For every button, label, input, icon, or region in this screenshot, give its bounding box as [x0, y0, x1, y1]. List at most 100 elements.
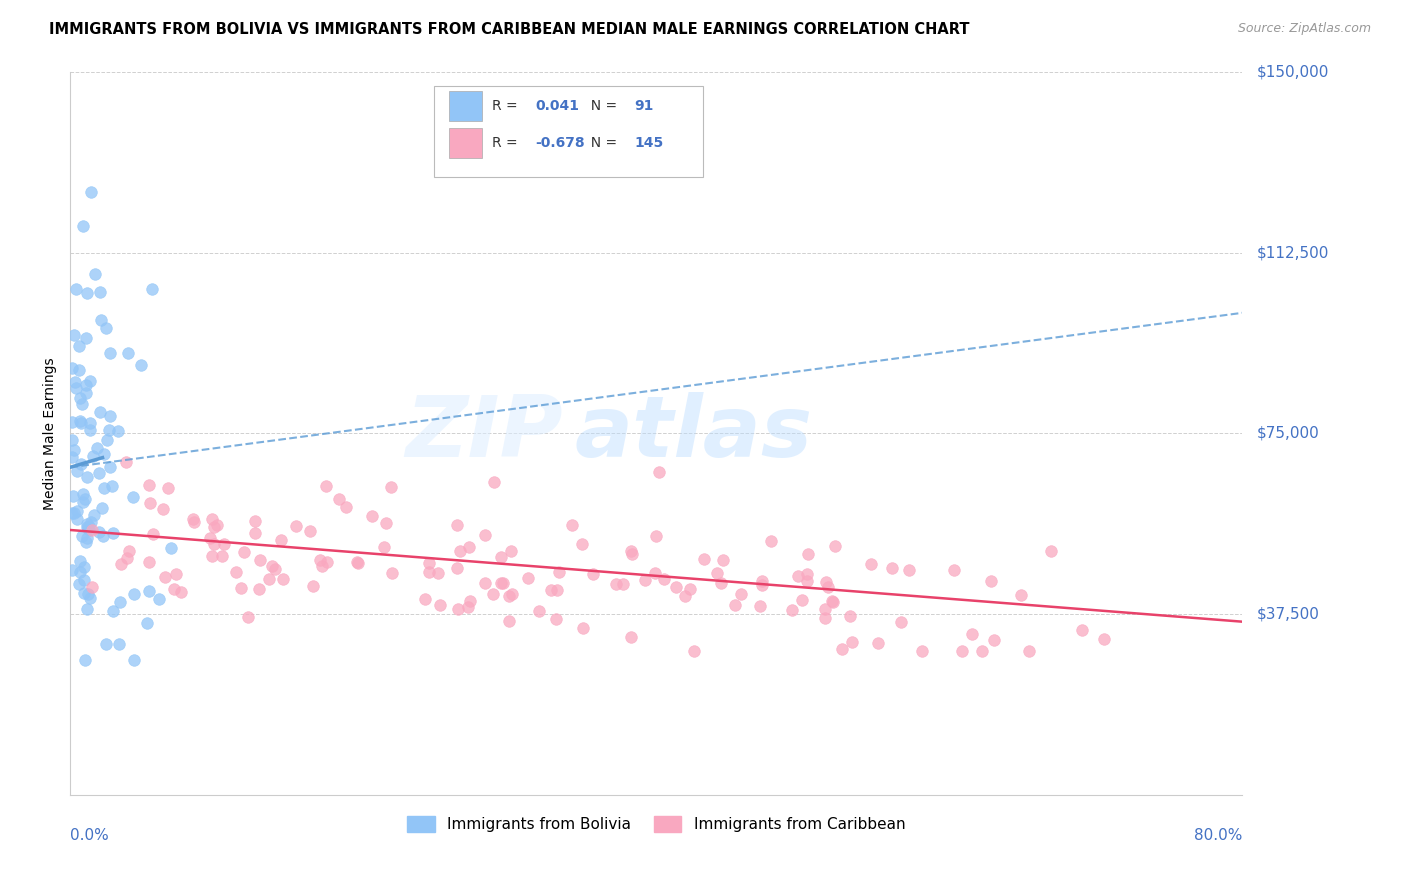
Point	[76, 469, 98, 483]
Point	[612, 577, 634, 591]
Point	[76, 517, 98, 532]
Point	[205, 518, 228, 533]
Point	[247, 582, 270, 597]
Point	[711, 553, 734, 567]
Point	[122, 587, 145, 601]
Point	[198, 531, 221, 545]
Point	[249, 553, 271, 567]
Point	[374, 516, 396, 531]
Point	[262, 558, 284, 573]
Point	[129, 359, 152, 373]
Point	[87, 524, 110, 539]
Point	[263, 562, 285, 576]
Point	[620, 544, 643, 558]
Point	[373, 540, 395, 554]
Point	[163, 582, 186, 597]
Point	[89, 405, 111, 419]
Point	[80, 185, 103, 199]
Point	[115, 455, 138, 469]
Point	[89, 285, 111, 299]
Point	[83, 508, 105, 523]
Point	[73, 492, 96, 507]
Point	[108, 636, 131, 650]
Point	[75, 534, 97, 549]
Point	[311, 559, 333, 574]
Point	[75, 378, 97, 392]
Point	[225, 566, 247, 580]
Text: 0.041: 0.041	[536, 99, 579, 113]
Point	[634, 573, 657, 587]
Point	[201, 512, 224, 526]
Point	[232, 545, 254, 559]
Point	[950, 643, 973, 657]
Point	[751, 578, 773, 592]
Point	[157, 481, 180, 495]
Point	[983, 633, 1005, 648]
Point	[69, 457, 91, 471]
Point	[69, 391, 91, 405]
Point	[859, 557, 882, 571]
Point	[890, 615, 912, 629]
Point	[838, 608, 860, 623]
Point	[73, 586, 96, 600]
Point	[547, 565, 569, 579]
Point	[236, 609, 259, 624]
Point	[673, 589, 696, 603]
Point	[153, 570, 176, 584]
Point	[69, 554, 91, 568]
Point	[652, 572, 675, 586]
Point	[491, 575, 513, 590]
Point	[814, 611, 837, 625]
Point	[60, 506, 83, 520]
Point	[449, 544, 471, 558]
Point	[165, 566, 187, 581]
Point	[709, 575, 731, 590]
Point	[183, 515, 205, 529]
Point	[117, 345, 139, 359]
Point	[620, 547, 643, 561]
Point	[76, 531, 98, 545]
Point	[82, 449, 104, 463]
Point	[346, 555, 368, 569]
Point	[77, 521, 100, 535]
Point	[1039, 543, 1062, 558]
Point	[898, 563, 921, 577]
Point	[571, 621, 593, 635]
Point	[201, 549, 224, 563]
Y-axis label: Median Male Earnings: Median Male Earnings	[44, 357, 58, 510]
Text: $37,500: $37,500	[1257, 607, 1319, 622]
Point	[516, 571, 538, 585]
Point	[108, 595, 131, 609]
Point	[122, 653, 145, 667]
Point	[418, 565, 440, 579]
Point	[335, 500, 357, 514]
Point	[429, 598, 451, 612]
Point	[98, 460, 121, 475]
Text: 80.0%: 80.0%	[1194, 828, 1243, 843]
Point	[91, 529, 114, 543]
Point	[73, 560, 96, 574]
Point	[63, 443, 86, 458]
Point	[866, 636, 889, 650]
Point	[79, 416, 101, 430]
Text: -0.678: -0.678	[536, 136, 585, 150]
Point	[315, 555, 337, 569]
Point	[60, 562, 83, 576]
Point	[582, 566, 605, 581]
Text: ZIP: ZIP	[405, 392, 562, 475]
Point	[97, 423, 120, 437]
Point	[482, 475, 505, 489]
Point	[141, 282, 163, 296]
Point	[69, 414, 91, 428]
Point	[60, 360, 83, 375]
Point	[693, 552, 716, 566]
Point	[75, 331, 97, 345]
Point	[211, 549, 233, 563]
Point	[60, 415, 83, 429]
Point	[79, 374, 101, 388]
Text: N =: N =	[582, 99, 621, 113]
Point	[481, 587, 503, 601]
Legend: Immigrants from Bolivia, Immigrants from Caribbean: Immigrants from Bolivia, Immigrants from…	[401, 810, 911, 838]
Point	[135, 615, 157, 630]
Point	[63, 507, 86, 521]
